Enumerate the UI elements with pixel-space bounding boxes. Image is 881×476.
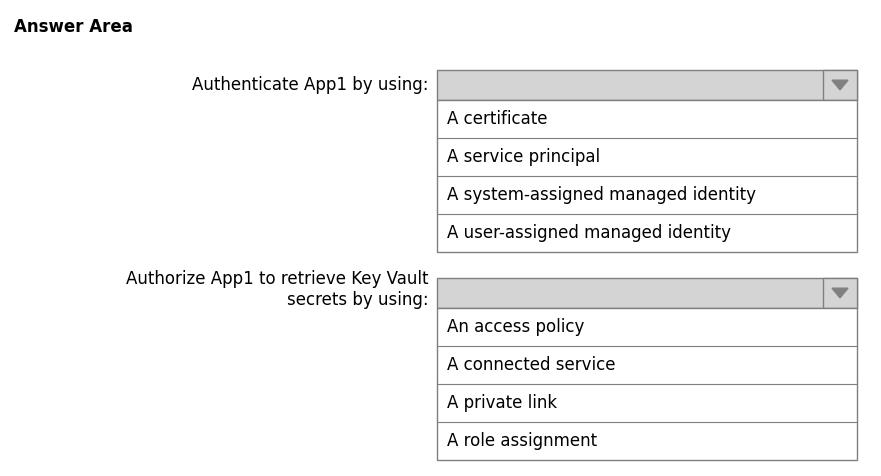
- Text: Authenticate App1 by using:: Authenticate App1 by using:: [193, 76, 429, 94]
- Bar: [437, 100, 857, 252]
- Polygon shape: [832, 80, 848, 90]
- Bar: [437, 278, 857, 308]
- Text: A connected service: A connected service: [447, 356, 616, 374]
- Polygon shape: [832, 288, 848, 298]
- Text: A user-assigned managed identity: A user-assigned managed identity: [447, 224, 731, 242]
- Text: A private link: A private link: [447, 394, 557, 412]
- Text: Answer Area: Answer Area: [14, 18, 133, 36]
- Text: A role assignment: A role assignment: [447, 432, 597, 450]
- Text: A certificate: A certificate: [447, 110, 547, 128]
- Bar: [437, 70, 857, 100]
- Text: Authorize App1 to retrieve Key Vault
secrets by using:: Authorize App1 to retrieve Key Vault sec…: [127, 270, 429, 309]
- Bar: [437, 308, 857, 460]
- Text: A system-assigned managed identity: A system-assigned managed identity: [447, 186, 756, 204]
- Text: An access policy: An access policy: [447, 318, 584, 336]
- Bar: [823, 278, 857, 308]
- Bar: [823, 70, 857, 100]
- Text: A service principal: A service principal: [447, 148, 600, 166]
